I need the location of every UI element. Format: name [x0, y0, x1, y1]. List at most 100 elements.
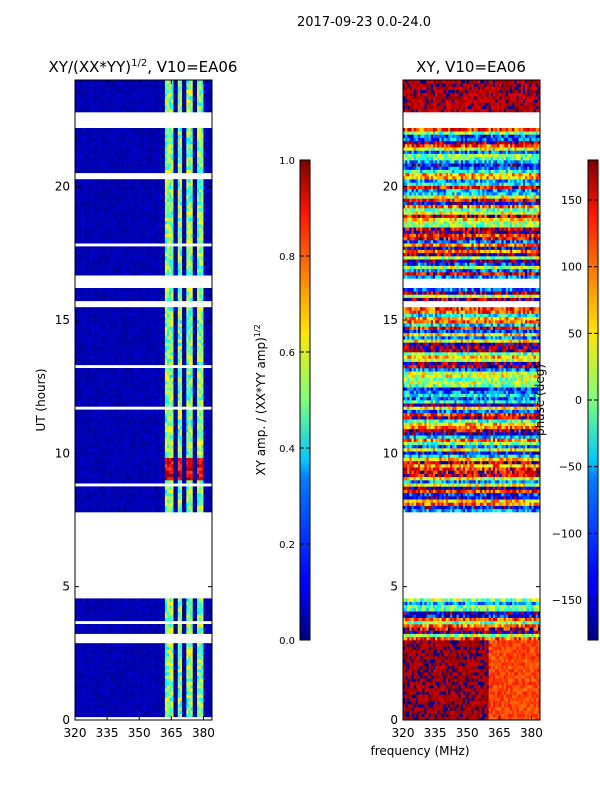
heatmap-cell	[167, 710, 170, 714]
heatmap-cell	[83, 435, 86, 439]
heatmap-cell	[77, 694, 80, 698]
heatmap-cell	[197, 470, 200, 474]
heatmap-cell	[75, 508, 78, 513]
heatmap-cell	[102, 432, 106, 436]
heatmap-cell	[175, 617, 179, 622]
heatmap-cell	[77, 617, 80, 622]
heatmap-cell	[115, 643, 119, 647]
heatmap-cell	[98, 476, 101, 481]
heatmap-cell	[143, 617, 146, 622]
heatmap-cell	[162, 707, 166, 711]
heatmap-cell	[119, 473, 123, 478]
heatmap-cell	[188, 416, 191, 420]
heatmap-cell	[190, 444, 194, 449]
heatmap-cell	[96, 649, 99, 654]
heatmap-cell	[102, 438, 106, 442]
heatmap-cell	[126, 684, 129, 689]
heatmap-cell	[192, 608, 196, 612]
heatmap-cell	[104, 672, 108, 676]
heatmap-cell	[81, 684, 84, 689]
heatmap-cell	[209, 371, 213, 375]
heatmap-cell	[124, 691, 127, 695]
heatmap-cell	[126, 707, 129, 711]
heatmap-cell	[182, 617, 185, 622]
heatmap-cell	[83, 643, 86, 647]
heatmap-cell	[115, 614, 119, 618]
heatmap-cell	[98, 441, 101, 446]
heatmap-cell	[149, 710, 153, 714]
heatmap-cell	[98, 438, 101, 442]
heatmap-cell	[199, 662, 202, 666]
heatmap-cell	[126, 604, 129, 609]
heatmap-cell	[75, 396, 78, 401]
heatmap-cell	[75, 681, 78, 686]
heatmap-cell	[164, 652, 168, 657]
heatmap-cell	[205, 710, 209, 714]
heatmap-cell	[92, 678, 95, 682]
heatmap-cell	[197, 672, 200, 676]
heatmap-cell	[81, 435, 84, 439]
heatmap-cell	[94, 396, 97, 401]
heatmap-cell	[160, 476, 164, 481]
heatmap-cell	[137, 617, 140, 622]
heatmap-cell	[158, 428, 161, 433]
heatmap-cell	[164, 380, 168, 385]
heatmap-cell	[190, 361, 194, 366]
heatmap-cell	[122, 409, 125, 414]
heatmap-cell	[197, 358, 200, 362]
heatmap-cell	[209, 675, 213, 679]
heatmap-cell	[130, 627, 134, 631]
heatmap-cell	[173, 672, 176, 676]
heatmap-cell	[119, 700, 123, 705]
heatmap-cell	[109, 368, 112, 372]
heatmap-cell	[147, 374, 151, 378]
heatmap-cell	[143, 630, 146, 634]
heatmap-cell	[207, 707, 211, 711]
heatmap-cell	[158, 425, 161, 430]
heatmap-cell	[154, 441, 157, 446]
heatmap-cell	[98, 496, 101, 500]
heatmap-cell	[130, 681, 134, 686]
heatmap-cell	[190, 396, 194, 401]
heatmap-cell	[167, 598, 170, 602]
heatmap-cell	[203, 396, 206, 401]
heatmap-cell	[126, 598, 129, 602]
heatmap-cell	[132, 454, 136, 458]
heatmap-cell	[186, 656, 189, 660]
heatmap-cell	[119, 492, 123, 497]
heatmap-cell	[77, 697, 80, 702]
heatmap-cell	[104, 428, 108, 433]
heatmap-cell	[117, 470, 121, 474]
heatmap-cell	[130, 393, 134, 398]
heatmap-cell	[83, 438, 86, 442]
heatmap-cell	[152, 508, 155, 513]
heatmap-cell	[205, 400, 209, 404]
heatmap-cell	[113, 419, 116, 423]
heatmap-cell	[173, 393, 176, 398]
heatmap-cell	[152, 393, 155, 398]
heatmap-cell	[94, 358, 97, 362]
heatmap-cell	[152, 614, 155, 618]
heatmap-cell	[199, 624, 202, 628]
heatmap-cell	[104, 486, 108, 490]
heatmap-cell	[173, 643, 176, 647]
heatmap-cell	[137, 489, 140, 494]
heatmap-cell	[132, 672, 136, 676]
heatmap-cell	[143, 438, 146, 442]
heatmap-cell	[124, 508, 127, 513]
heatmap-cell	[192, 697, 196, 702]
heatmap-cell	[192, 691, 196, 695]
heatmap-cell	[167, 470, 170, 474]
heatmap-cell	[77, 384, 80, 388]
heatmap-cell	[143, 627, 146, 631]
heatmap-cell	[164, 704, 168, 708]
heatmap-cell	[158, 400, 161, 404]
heatmap-cell	[81, 358, 84, 362]
heatmap-cell	[124, 396, 127, 401]
heatmap-cell	[141, 374, 144, 378]
heatmap-cell	[102, 697, 106, 702]
heatmap-cell	[94, 502, 97, 506]
heatmap-cell	[77, 400, 80, 404]
heatmap-cell	[132, 457, 136, 462]
heatmap-cell	[207, 697, 211, 702]
